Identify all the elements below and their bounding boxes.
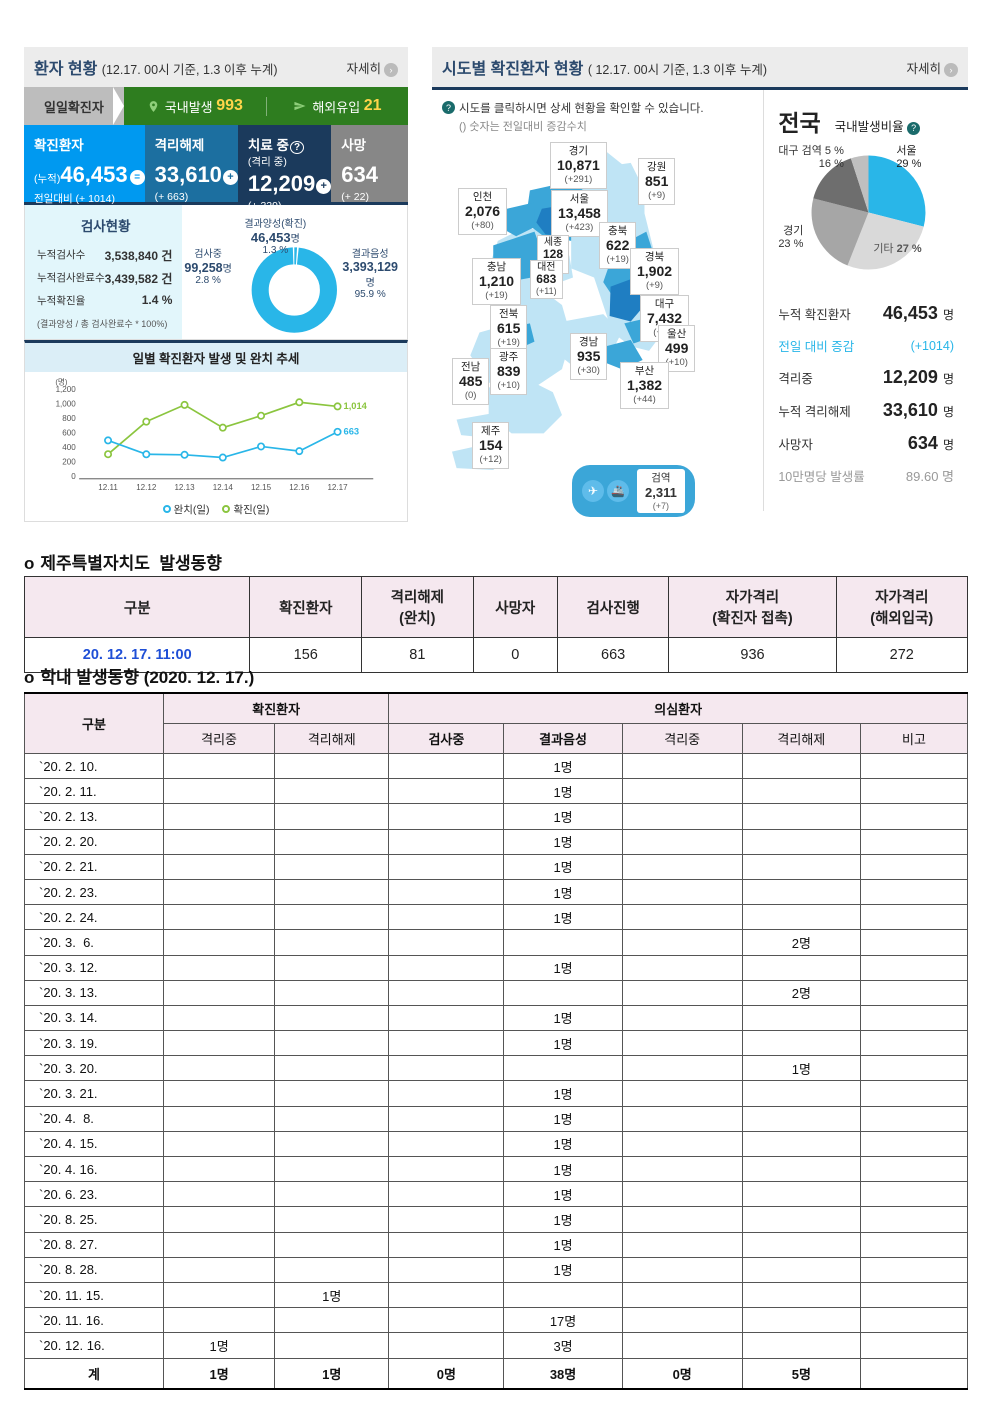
svg-text:12.15: 12.15 xyxy=(251,483,272,492)
svg-text:600: 600 xyxy=(62,429,76,438)
svg-text:1,200: 1,200 xyxy=(56,385,77,394)
svg-text:12.17: 12.17 xyxy=(327,483,348,492)
svg-text:200: 200 xyxy=(62,457,76,466)
svg-text:1,014: 1,014 xyxy=(343,401,367,411)
svg-text:0: 0 xyxy=(71,472,76,481)
svg-text:12.11: 12.11 xyxy=(98,483,118,492)
svg-text:12.16: 12.16 xyxy=(289,483,310,492)
svg-text:663: 663 xyxy=(343,426,359,436)
svg-text:12.12: 12.12 xyxy=(136,483,157,492)
svg-text:12.14: 12.14 xyxy=(213,483,234,492)
svg-text:800: 800 xyxy=(62,414,76,423)
svg-text:1,000: 1,000 xyxy=(56,400,77,409)
svg-text:400: 400 xyxy=(62,443,76,452)
svg-text:12.13: 12.13 xyxy=(174,483,195,492)
